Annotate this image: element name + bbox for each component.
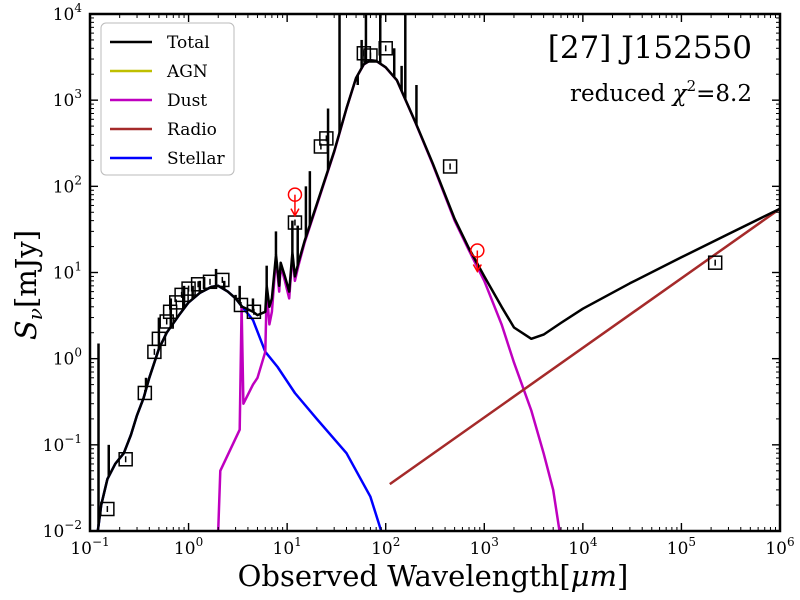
y-tick-label: 103 xyxy=(53,87,82,111)
photometry-point xyxy=(169,295,184,310)
plot-frame xyxy=(88,12,782,533)
legend-label: Stellar xyxy=(167,149,226,169)
x-axis-title: Observed Wavelength[μm] xyxy=(238,559,629,593)
y-tick-label: 104 xyxy=(53,1,83,25)
legend-item-total: Total xyxy=(110,33,210,53)
y-axis-title: Sν[mJy] xyxy=(9,230,47,340)
x-tick-label: 102 xyxy=(371,535,400,559)
legend-label: Total xyxy=(167,33,210,53)
x-tick-label: 105 xyxy=(667,535,696,559)
photometry-point xyxy=(100,501,115,517)
legend-label: AGN xyxy=(166,62,208,82)
x-tick-label: 103 xyxy=(470,535,499,559)
legend-item-stellar: Stellar xyxy=(110,149,226,169)
dust-line xyxy=(216,59,561,531)
photometry-point xyxy=(215,272,230,288)
legend-box xyxy=(100,22,235,176)
photometry-point xyxy=(159,314,174,329)
y-tick-label: 102 xyxy=(53,173,82,197)
x-tick-label: 101 xyxy=(273,535,302,559)
photometry-point xyxy=(319,131,334,146)
y-tick-label: 100 xyxy=(53,346,82,370)
legend-label: Radio xyxy=(167,120,217,140)
x-tick-label: 10−1 xyxy=(70,535,109,559)
x-tick-label: 100 xyxy=(174,535,203,559)
legend: Total AGN Dust Radio Stellar xyxy=(100,22,235,176)
legend-item-radio: Radio xyxy=(110,120,217,140)
legend-label: Dust xyxy=(167,91,207,111)
photometry-point xyxy=(190,277,206,292)
photometry-point xyxy=(707,255,723,270)
tick-label-layer: 10−1 100 101 102 103 104 105 10610−210−11001011… xyxy=(43,1,795,559)
x-tick-label: 104 xyxy=(568,535,598,559)
upper-limit-marker xyxy=(287,187,303,218)
photometry-point xyxy=(442,159,458,174)
legend-item-dust: Dust xyxy=(110,91,207,111)
photometry-point xyxy=(181,281,196,296)
total-line xyxy=(96,59,780,531)
photometry-point xyxy=(363,48,378,63)
photometry-point xyxy=(313,139,329,154)
y-tick-label: 10−2 xyxy=(43,518,82,542)
photometry-point xyxy=(118,452,133,467)
radio-line xyxy=(389,207,780,486)
upper-limit-marker xyxy=(470,243,485,274)
photometry-layer xyxy=(100,41,723,517)
photometry-point xyxy=(378,41,393,56)
legend-item-agn: AGN xyxy=(110,62,208,82)
photometry-point xyxy=(137,385,153,401)
photometry-point xyxy=(246,304,262,320)
x-tick-label: 106 xyxy=(765,535,794,559)
y-tick-label: 10−1 xyxy=(43,432,82,456)
y-tick-label: 101 xyxy=(53,260,82,284)
chi-square-label: reduced χ2=8.2 xyxy=(570,77,752,107)
photometry-point xyxy=(151,331,167,347)
source-title: [27] J152550 xyxy=(548,30,752,66)
